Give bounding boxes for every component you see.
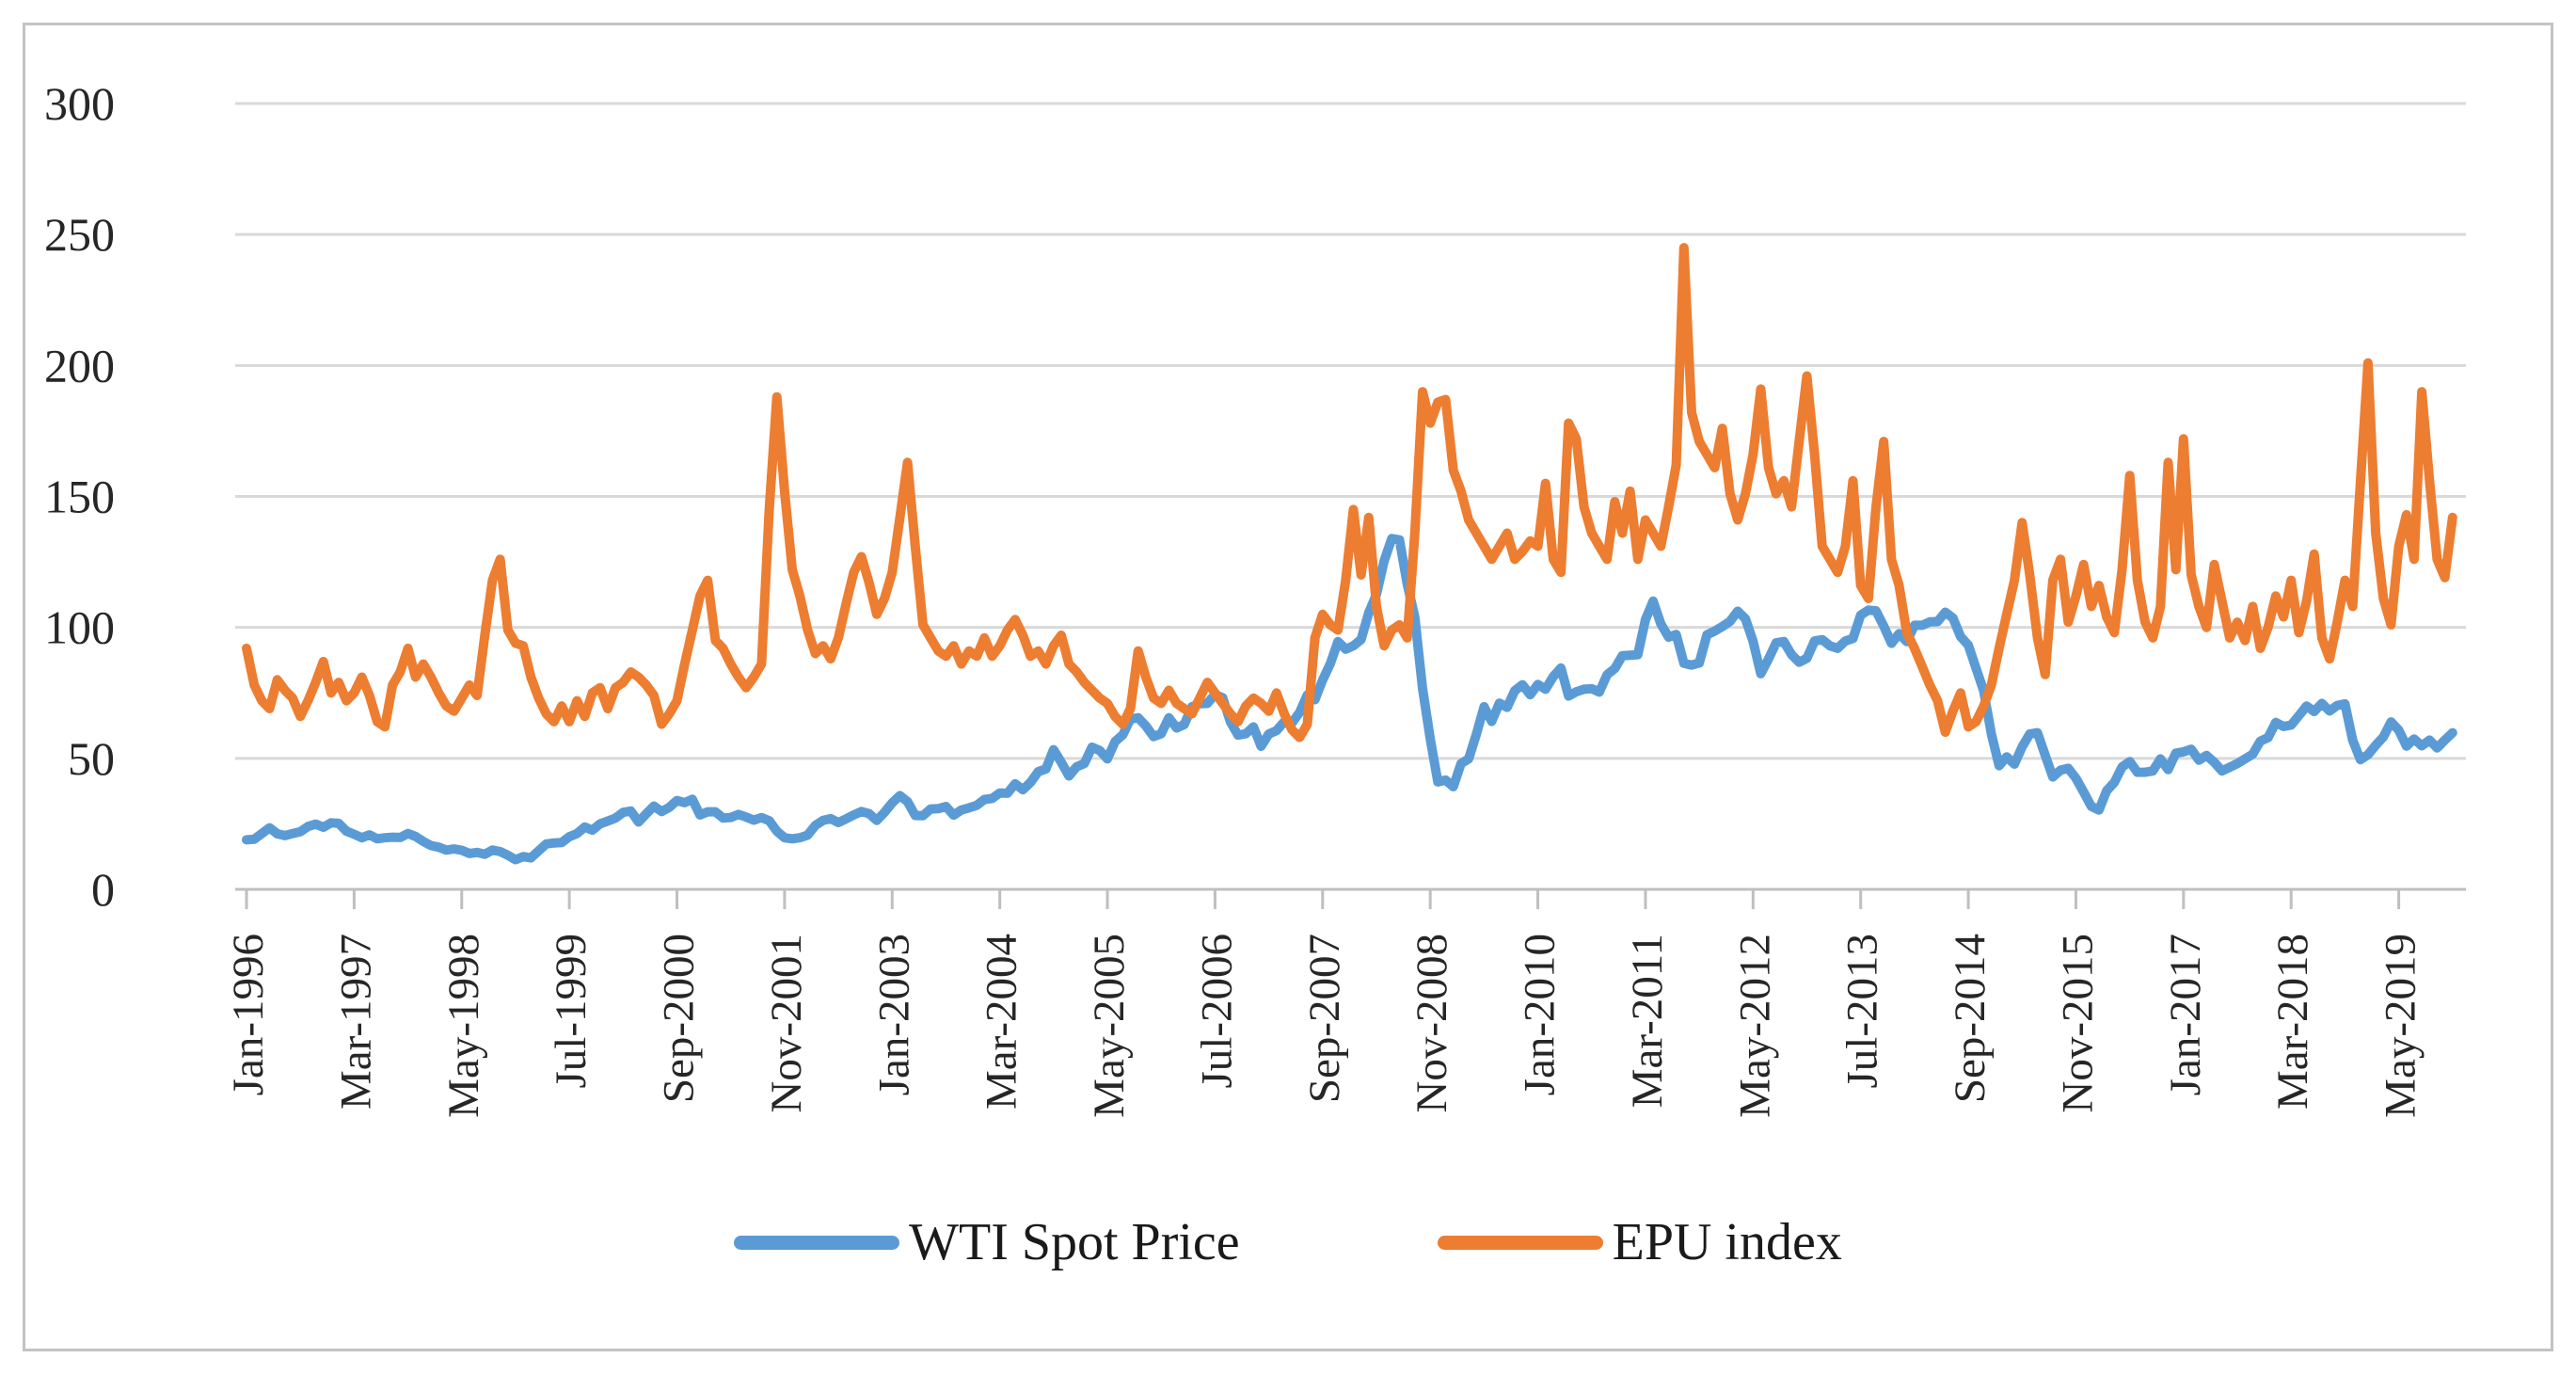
y-axis-tick-label: 150: [44, 471, 115, 523]
x-axis-tick-label: Sep-2000: [655, 934, 704, 1103]
x-axis-tick-label: May-2005: [1085, 934, 1134, 1118]
x-axis-tick-label: May-2012: [1730, 934, 1779, 1118]
legend: WTI Spot Price EPU index: [0, 1212, 2576, 1272]
x-axis-tick-label: Jan-1996: [224, 934, 273, 1095]
x-axis-tick-label: Sep-2007: [1300, 934, 1349, 1103]
wti-line-swatch: [734, 1235, 900, 1250]
x-axis-tick-label: Jul-2006: [1192, 934, 1241, 1089]
y-axis-tick-label: 300: [44, 77, 115, 130]
x-axis-tick-label: Sep-2014: [1946, 934, 1995, 1103]
y-axis-tick-label: 200: [44, 339, 115, 391]
x-axis-tick-label: Jul-1999: [547, 934, 596, 1089]
x-axis-tick-label: Mar-2018: [2268, 934, 2317, 1110]
series-line-1: [242, 243, 2457, 743]
x-axis-tick-label: Nov-2008: [1407, 934, 1456, 1113]
legend-item-epu: EPU index: [1437, 1212, 1842, 1272]
legend-label-wti: WTI Spot Price: [909, 1213, 1240, 1271]
x-axis-tick-label: Jan-2003: [869, 934, 918, 1095]
series-line-0: [242, 534, 2457, 865]
y-axis-tick-label: 250: [44, 208, 115, 261]
y-axis-tick-label: 100: [44, 601, 115, 654]
legend-item-wti: WTI Spot Price: [734, 1212, 1240, 1272]
x-axis-tick-label: Nov-2015: [2053, 934, 2102, 1113]
y-axis-tick-label: 0: [91, 863, 115, 916]
x-axis-tick-label: May-2019: [2377, 934, 2425, 1118]
x-axis-tick-label: Mar-1997: [331, 934, 380, 1110]
x-axis-tick-label: Jul-2013: [1838, 934, 1887, 1089]
legend-label-epu: EPU index: [1612, 1213, 1842, 1271]
x-axis-tick-label: Mar-2004: [978, 934, 1026, 1110]
y-axis-tick-label: 50: [68, 732, 115, 785]
x-axis-tick-label: Nov-2001: [762, 934, 811, 1113]
x-axis-tick-label: Mar-2011: [1623, 934, 1672, 1108]
x-axis-tick-label: May-1998: [439, 934, 488, 1118]
x-axis-tick-label: Jan-2010: [1516, 934, 1565, 1095]
epu-line-swatch: [1437, 1235, 1603, 1250]
x-axis-tick-label: Jan-2017: [2161, 934, 2210, 1095]
